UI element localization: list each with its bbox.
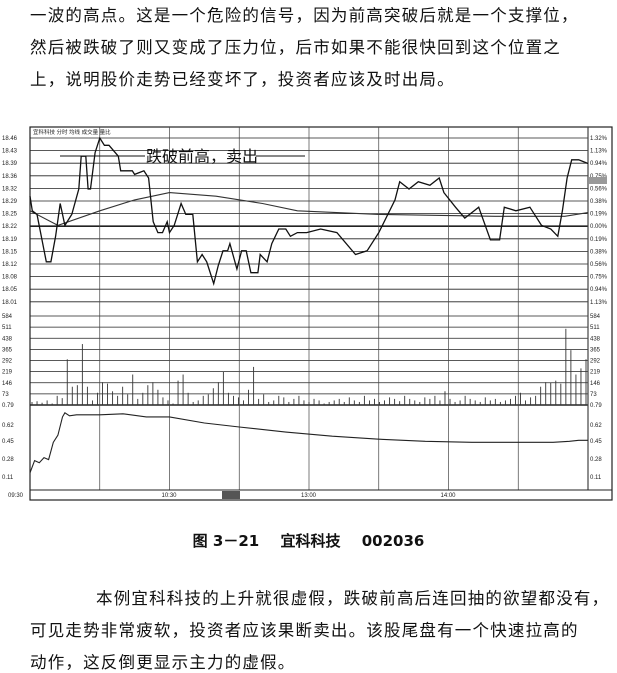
time-tick-label: 13:00 xyxy=(301,493,317,499)
paragraph-line: 上，说明股价走势已经变坏了，投资者应该及时出局。 xyxy=(30,70,455,89)
volume-tick-label: 511 xyxy=(2,325,12,331)
price-tick-label: 18.12 xyxy=(2,262,18,268)
price-tick-label: 18.43 xyxy=(2,149,18,155)
ratio-tick-label-right: 0.28 xyxy=(590,457,602,463)
midday-break-marker xyxy=(222,491,240,499)
volume-tick-label: 584 xyxy=(2,314,13,320)
volume-tick-label-right: 438 xyxy=(590,336,601,342)
price-tick-label: 18.46 xyxy=(2,136,18,142)
volume-tick-label-right: 292 xyxy=(590,359,601,365)
ratio-tick-label: 0.62 xyxy=(2,423,14,429)
percent-tick-label: 0.56% xyxy=(590,186,608,192)
paragraph-line: 然后被跌破了则又变成了压力位，后市如果不能很快回到这个位置之 xyxy=(30,38,561,57)
volume-tick-label-right: 219 xyxy=(590,370,601,376)
volume-tick-label: 292 xyxy=(2,359,13,365)
volume-tick-label: 146 xyxy=(2,381,13,387)
axis-labels: 18.46 1.32% 18.43 1.13% 18.39 0.94% 18.36 0.75%… xyxy=(2,136,608,499)
volume-tick-label: 438 xyxy=(2,336,13,342)
price-tick-label: 18.22 xyxy=(2,224,18,230)
price-line xyxy=(29,136,589,286)
price-tick-label: 18.32 xyxy=(2,186,18,192)
volume-bars xyxy=(31,328,587,405)
volume-tick-label: 219 xyxy=(2,370,13,376)
volume-tick-label: 73 xyxy=(2,392,9,398)
volume-tick-label-right: 0.79 xyxy=(590,403,602,409)
ratio-tick-label: 0.28 xyxy=(2,457,14,463)
percent-tick-label: 0.19% xyxy=(590,212,608,218)
percent-tick-label: 0.56% xyxy=(590,262,608,268)
price-tick-label: 18.08 xyxy=(2,275,18,281)
percent-tick-label: 0.75% xyxy=(590,275,608,281)
volume-tick-label-right: 365 xyxy=(590,347,601,353)
percent-tick-label: 0.94% xyxy=(590,161,608,167)
percent-tick-label: 0.75% xyxy=(590,174,608,180)
time-tick-label: 10:30 xyxy=(162,493,178,499)
price-tick-label: 18.19 xyxy=(2,237,18,243)
caption-code: 002036 xyxy=(361,532,425,550)
percent-tick-label: 0.38% xyxy=(590,249,608,255)
volume-tick-label-right: 584 xyxy=(590,314,601,320)
volume-tick-label: 365 xyxy=(2,347,13,353)
percent-tick-label: 0.38% xyxy=(590,199,608,205)
average-price-line xyxy=(29,192,589,226)
volume-tick-label-right: 73 xyxy=(590,392,597,398)
paragraph-line: 本例宜科科技的上升就很虚假，跌破前高后连回抽的欲望都没有， xyxy=(96,589,610,608)
percent-tick-label: 0.19% xyxy=(590,237,608,243)
time-tick-label: 14:00 xyxy=(441,493,457,499)
ratio-tick-label-right: 0.45 xyxy=(590,439,602,445)
paragraph-line: 一波的高点。这是一个危险的信号，因为前高突破后就是一个支撑位， xyxy=(30,6,579,25)
time-tick-label: 09:30 xyxy=(8,493,24,499)
ratio-tick-label: 0.11 xyxy=(2,475,14,481)
percent-tick-label: 1.13% xyxy=(590,300,608,306)
annotation-text: 跌破前高，卖出 xyxy=(146,147,258,166)
price-tick-label: 18.05 xyxy=(2,287,18,293)
price-tick-label: 18.29 xyxy=(2,199,18,205)
current-price-marker xyxy=(589,177,607,184)
percent-tick-label: 1.13% xyxy=(590,149,608,155)
volume-tick-label: 0.79 xyxy=(2,403,14,409)
price-tick-label: 18.15 xyxy=(2,249,18,255)
chart-frame xyxy=(29,126,613,501)
volume-tick-label-right: 511 xyxy=(590,325,600,331)
paragraph-line: 可见走势非常疲软，投资者应该果断卖出。该股尾盘有一个快速拉高的 xyxy=(30,621,579,640)
price-tick-label: 18.36 xyxy=(2,174,18,180)
ratio-tick-label: 0.45 xyxy=(2,439,14,445)
paragraph-line: 动作，这反倒更显示主力的虚假。 xyxy=(30,653,296,672)
chart-header: 宜科科技 分时 均线 成交量 量比 xyxy=(33,128,111,136)
caption-label: 图 3－21 xyxy=(192,532,260,550)
percent-tick-label: 1.32% xyxy=(590,136,608,142)
ratio-tick-label-right: 0.62 xyxy=(590,423,602,429)
volume-tick-label-right: 146 xyxy=(590,381,601,387)
figure-caption: 图 3－21 宜科科技 002036 xyxy=(0,530,617,551)
percent-tick-label: 0.00% xyxy=(590,224,608,230)
price-tick-label: 18.39 xyxy=(2,161,18,167)
percent-tick-label: 0.94% xyxy=(590,287,608,293)
ratio-tick-label-right: 0.11 xyxy=(590,475,602,481)
price-tick-label: 18.25 xyxy=(2,212,18,218)
caption-name: 宜科科技 xyxy=(280,532,341,550)
price-tick-label: 18.01 xyxy=(2,300,18,306)
volume-ratio-line xyxy=(29,412,588,473)
gridlines xyxy=(30,127,612,491)
